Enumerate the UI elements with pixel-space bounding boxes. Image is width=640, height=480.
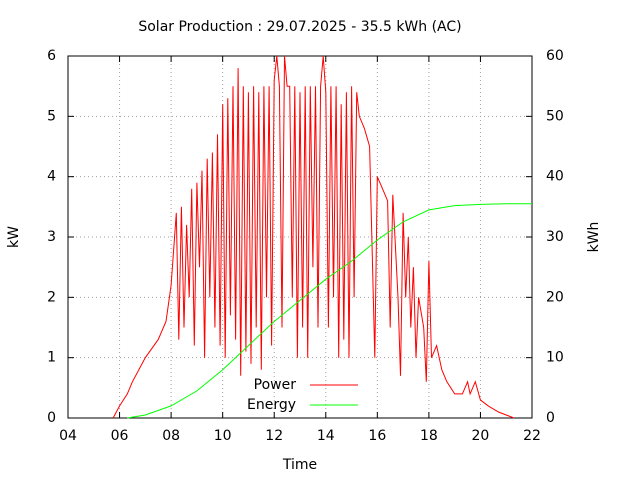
- y2-tick-label: 60: [546, 48, 564, 64]
- y-tick-label: 0: [47, 410, 56, 426]
- y2-tick-label: 20: [546, 289, 564, 305]
- y2-tick-label: 30: [546, 229, 564, 245]
- series-line: [112, 55, 515, 419]
- y2-axis-label: kWh: [586, 222, 602, 253]
- x-tick-label: 22: [523, 428, 541, 444]
- x-tick-label: 18: [420, 428, 438, 444]
- x-axis-label: Time: [282, 457, 317, 473]
- y-axis-label: kW: [6, 226, 22, 248]
- x-tick-label: 04: [59, 428, 77, 444]
- y2-tick-label: 50: [546, 108, 564, 124]
- x-tick-label: 20: [472, 428, 490, 444]
- x-tick-label: 14: [317, 428, 335, 444]
- x-tick-label: 10: [214, 428, 232, 444]
- y-tick-label: 1: [47, 350, 56, 366]
- y-tick-label: 3: [47, 229, 56, 245]
- chart-title: Solar Production : 29.07.2025 - 35.5 kWh…: [138, 19, 461, 35]
- y-tick-label: 2: [47, 289, 56, 305]
- plot-frame: [67, 55, 533, 419]
- legend-label: Energy: [247, 397, 296, 413]
- legend-label: Power: [254, 377, 297, 393]
- x-tick-label: 06: [111, 428, 129, 444]
- x-tick-label: 08: [162, 428, 180, 444]
- y2-tick-label: 40: [546, 169, 564, 185]
- y2-tick-label: 0: [546, 410, 555, 426]
- y-tick-label: 5: [47, 108, 56, 124]
- x-tick-label: 12: [265, 428, 283, 444]
- y-tick-label: 4: [47, 169, 56, 185]
- y-tick-label: 6: [47, 48, 56, 64]
- x-tick-label: 16: [368, 428, 386, 444]
- series-line: [127, 203, 532, 419]
- y2-tick-label: 10: [546, 350, 564, 366]
